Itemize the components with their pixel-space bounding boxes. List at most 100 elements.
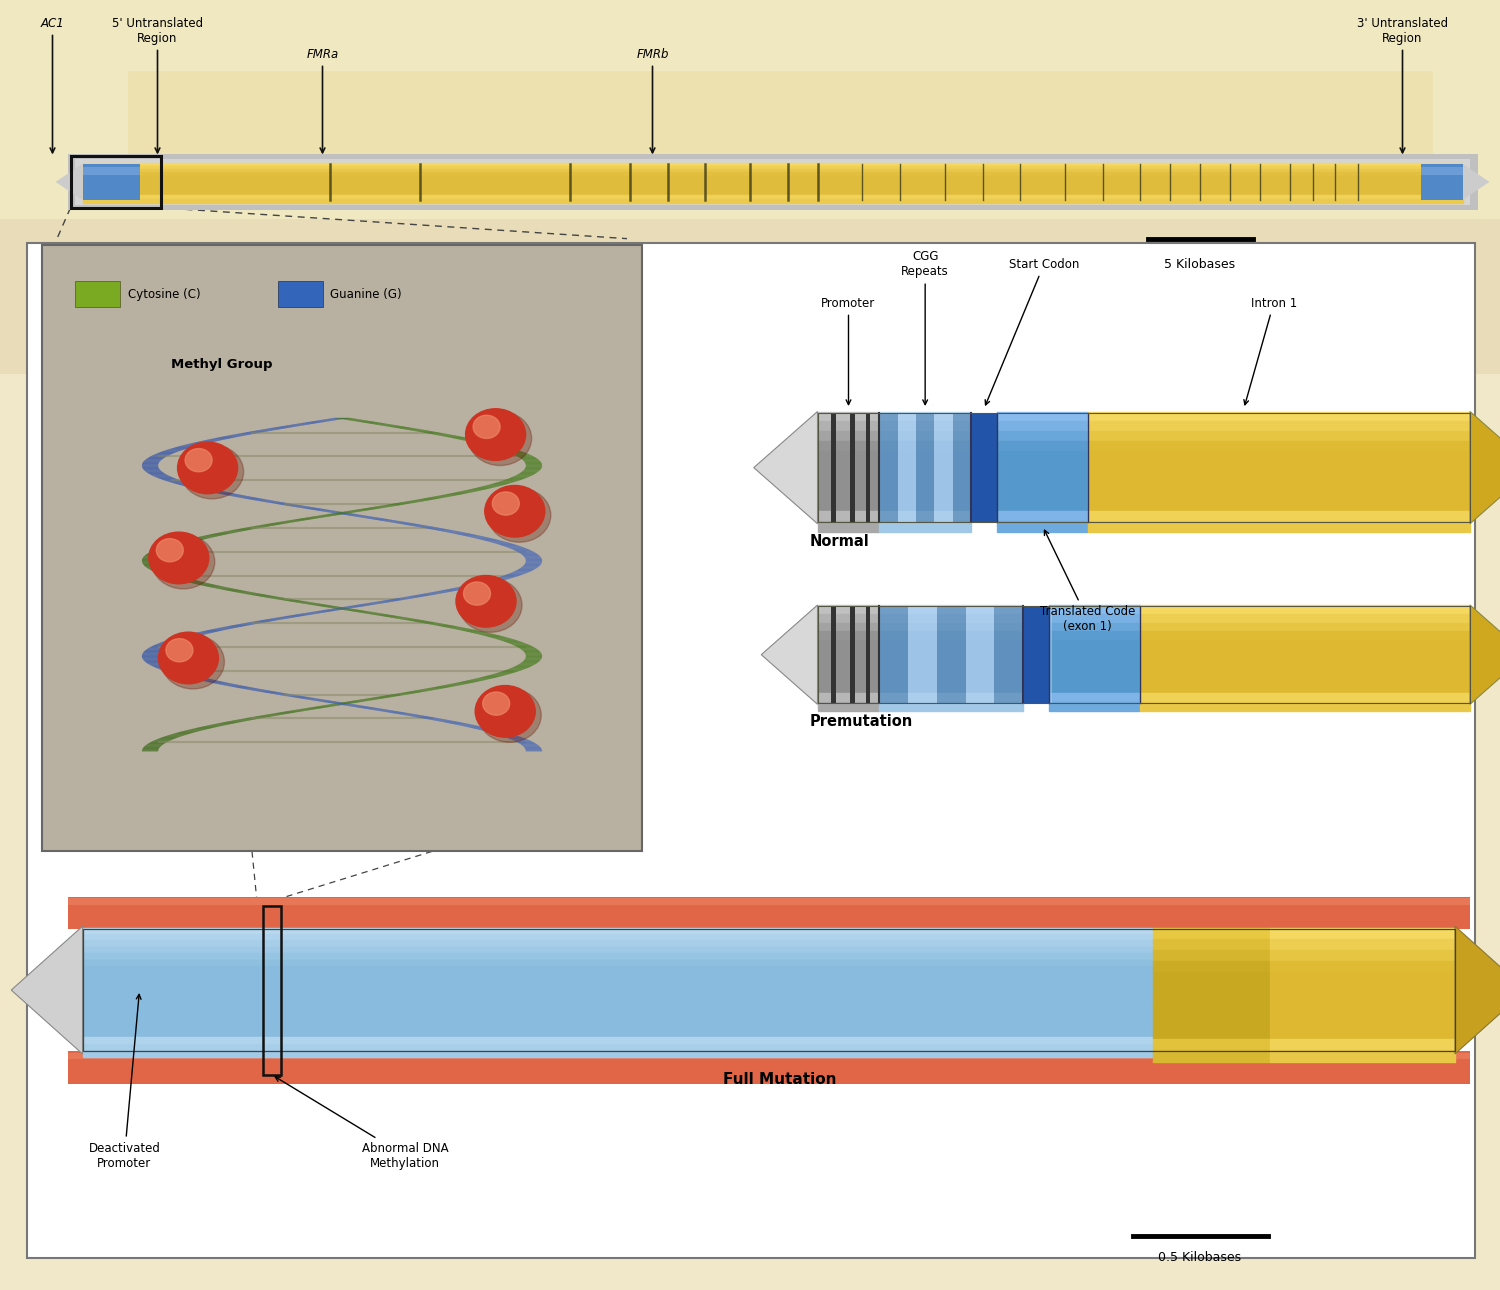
Bar (1154, 928, 1269, 939)
Bar (1154, 961, 1269, 973)
Bar (1269, 928, 1455, 939)
Bar (934, 413, 952, 522)
Bar (82, 929, 1455, 1051)
Bar (1048, 658, 1140, 667)
Bar (818, 702, 879, 711)
Bar (68, 154, 1478, 210)
Text: AC1: AC1 (40, 17, 64, 152)
Text: 5' Untranslated
Region: 5' Untranslated Region (112, 17, 202, 152)
Bar (82, 173, 1462, 177)
Bar (998, 441, 1089, 451)
Bar (818, 623, 879, 632)
Bar (70, 156, 160, 208)
Bar (970, 413, 998, 522)
Bar (82, 979, 1154, 987)
Bar (42, 245, 642, 851)
Bar (879, 658, 1023, 667)
Bar (82, 992, 1154, 1000)
Text: Cytosine (C): Cytosine (C) (128, 288, 200, 301)
Bar (818, 481, 879, 491)
Bar (1154, 983, 1269, 995)
Bar (82, 179, 1462, 183)
Bar (818, 684, 879, 694)
Bar (68, 898, 1470, 904)
Bar (970, 413, 988, 522)
Bar (82, 192, 1462, 196)
Bar (82, 1024, 1154, 1032)
Text: 5 Kilobases: 5 Kilobases (1164, 258, 1236, 271)
Circle shape (162, 635, 225, 689)
Bar (1140, 702, 1470, 711)
Text: Full Mutation: Full Mutation (723, 1072, 837, 1086)
Bar (1154, 939, 1269, 951)
Bar (82, 182, 1462, 187)
Bar (818, 649, 879, 658)
Bar (879, 614, 1023, 623)
Text: Promoter: Promoter (822, 297, 876, 405)
Bar (0, 219, 1500, 374)
Bar (1140, 676, 1470, 685)
Text: Start Codon: Start Codon (986, 258, 1078, 405)
Text: Translated Code
(exon 1): Translated Code (exon 1) (1040, 530, 1136, 633)
Bar (898, 413, 916, 522)
Polygon shape (56, 164, 82, 200)
Bar (818, 412, 879, 422)
Bar (850, 606, 855, 703)
Bar (1048, 640, 1140, 650)
Bar (1269, 1038, 1455, 1050)
Bar (1089, 502, 1470, 512)
Bar (818, 676, 879, 685)
Bar (998, 471, 1089, 481)
Bar (818, 658, 879, 667)
Circle shape (459, 578, 522, 632)
Bar (938, 606, 966, 703)
Bar (879, 684, 1023, 694)
Bar (82, 998, 1154, 1006)
Bar (82, 163, 1462, 166)
Bar (879, 422, 971, 432)
Circle shape (159, 632, 219, 684)
Bar (82, 168, 140, 174)
Bar (1089, 511, 1470, 521)
Bar (998, 491, 1089, 502)
Bar (1140, 649, 1470, 658)
Circle shape (476, 685, 536, 737)
Bar (82, 195, 1462, 200)
Bar (879, 462, 971, 472)
Polygon shape (1455, 926, 1500, 1054)
Bar (1420, 168, 1462, 174)
Bar (1023, 606, 1052, 703)
Bar (1154, 1005, 1269, 1017)
Bar (68, 1053, 1470, 1059)
Bar (82, 928, 1154, 935)
Bar (966, 606, 994, 703)
Bar (865, 606, 870, 703)
Circle shape (483, 691, 510, 715)
Bar (1089, 462, 1470, 472)
Circle shape (184, 449, 211, 472)
Circle shape (488, 488, 550, 542)
Text: Methyl Group: Methyl Group (171, 357, 273, 370)
Bar (1269, 1050, 1455, 1062)
Bar (1048, 667, 1140, 676)
Bar (998, 481, 1089, 491)
Bar (879, 413, 898, 522)
Bar (1269, 1028, 1455, 1040)
Polygon shape (1470, 605, 1500, 704)
Bar (68, 1051, 1470, 1084)
Bar (818, 431, 879, 442)
Bar (879, 412, 971, 422)
Bar (82, 940, 1154, 948)
Bar (1048, 684, 1140, 694)
Bar (818, 491, 879, 502)
Bar (818, 631, 879, 641)
Bar (82, 960, 1154, 968)
Polygon shape (12, 926, 82, 1054)
Bar (1048, 649, 1140, 658)
Bar (818, 521, 879, 531)
Bar (1048, 702, 1140, 711)
Text: Deactivated
Promoter: Deactivated Promoter (88, 995, 160, 1170)
Text: Normal: Normal (810, 534, 870, 548)
Bar (879, 481, 971, 491)
Bar (1140, 693, 1470, 702)
